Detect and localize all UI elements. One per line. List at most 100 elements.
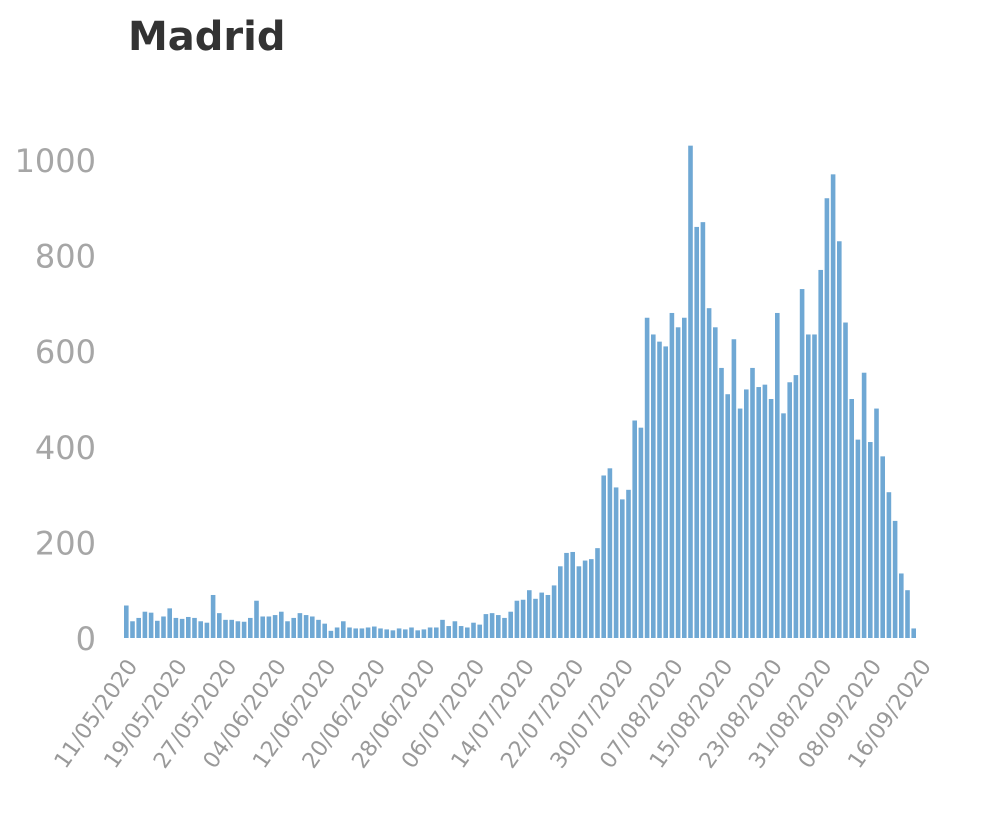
bar-119 [861, 372, 867, 638]
bar-122 [880, 456, 885, 638]
bar-21 [254, 600, 259, 638]
bar-69 [551, 585, 557, 638]
bar-101 [750, 367, 755, 638]
bar-27 [291, 617, 296, 638]
bar-5 [155, 620, 160, 638]
y-tick-label: 400 [35, 429, 96, 467]
bar-42 [384, 629, 389, 638]
bar-50 [434, 627, 439, 638]
bar-71 [564, 552, 569, 638]
bar-62 [508, 611, 513, 638]
bar-36 [347, 627, 352, 638]
bar-4 [148, 612, 154, 638]
bar-8 [173, 617, 179, 638]
bar-74 [582, 560, 588, 638]
bar-98 [731, 339, 737, 638]
bar-75 [589, 559, 594, 638]
bar-81 [626, 489, 631, 638]
bar-7 [167, 608, 172, 638]
bar-26 [285, 621, 290, 638]
bar-109 [799, 289, 805, 638]
y-tick-label: 600 [35, 333, 96, 371]
bar-120 [868, 442, 873, 638]
bar-126 [905, 590, 910, 638]
bar-125 [899, 573, 904, 638]
bar-29 [303, 615, 309, 638]
bar-88 [669, 312, 675, 638]
bar-116 [843, 322, 848, 638]
bar-47 [415, 630, 420, 638]
bar-30 [310, 616, 315, 638]
bar-82 [632, 420, 637, 638]
bar-16 [223, 619, 228, 638]
bar-49 [427, 627, 433, 638]
bar-53 [452, 621, 458, 638]
bar-121 [874, 408, 879, 638]
bar-60 [496, 615, 501, 638]
bar-44 [396, 628, 402, 638]
bar-39 [365, 627, 371, 638]
bar-87 [663, 346, 668, 638]
bar-58 [483, 614, 489, 638]
bar-57 [477, 624, 482, 638]
bar-12 [198, 621, 203, 638]
bar-105 [775, 312, 780, 638]
x-axis: 11/05/202019/05/202027/05/202004/06/2020… [50, 655, 937, 773]
bar-9 [179, 618, 185, 638]
bar-52 [446, 626, 451, 638]
bar-34 [334, 627, 340, 638]
bar-31 [316, 619, 321, 638]
bar-20 [248, 617, 253, 638]
y-tick-label: 800 [35, 238, 96, 276]
bar-37 [353, 628, 358, 638]
bar-72 [570, 551, 575, 638]
chart-title: Madrid [128, 14, 286, 60]
bar-11 [192, 617, 197, 638]
bar-67 [539, 592, 544, 638]
bar-85 [651, 334, 656, 638]
bar-28 [297, 613, 303, 638]
bar-114 [830, 174, 836, 638]
bar-127 [911, 628, 916, 638]
bar-19 [241, 621, 247, 638]
bar-17 [229, 619, 234, 638]
bar-63 [514, 600, 520, 638]
bar-54 [458, 626, 464, 638]
bar-73 [576, 566, 582, 638]
bar-113 [824, 198, 830, 639]
bar-93 [700, 222, 706, 638]
bar-91 [688, 145, 693, 638]
bar-103 [762, 384, 768, 638]
bar-77 [601, 475, 606, 638]
bar-112 [818, 269, 823, 638]
bar-78 [607, 468, 613, 638]
bar-13 [204, 622, 210, 638]
bar-1 [130, 621, 135, 638]
bar-80 [620, 499, 625, 638]
bar-32 [322, 623, 327, 638]
bar-110 [806, 334, 811, 638]
y-tick-label: 1000 [15, 142, 96, 180]
bar-95 [713, 327, 718, 638]
bar-61 [502, 617, 507, 638]
bar-86 [657, 341, 662, 638]
bar-115 [837, 241, 842, 638]
bar-6 [161, 616, 166, 638]
bar-107 [787, 382, 792, 638]
bar-10 [186, 616, 191, 638]
bar-76 [595, 548, 600, 638]
bar-0 [124, 605, 129, 638]
bar-70 [558, 566, 563, 638]
bar-40 [372, 626, 377, 638]
bar-24 [272, 615, 278, 638]
bar-68 [545, 594, 551, 638]
bar-14 [210, 594, 216, 638]
bar-64 [520, 599, 526, 638]
bar-118 [855, 439, 861, 638]
bar-84 [644, 317, 650, 638]
bar-51 [440, 619, 445, 638]
bar-41 [378, 628, 383, 638]
bar-66 [533, 598, 538, 638]
bar-35 [341, 621, 346, 638]
bar-38 [359, 628, 365, 638]
